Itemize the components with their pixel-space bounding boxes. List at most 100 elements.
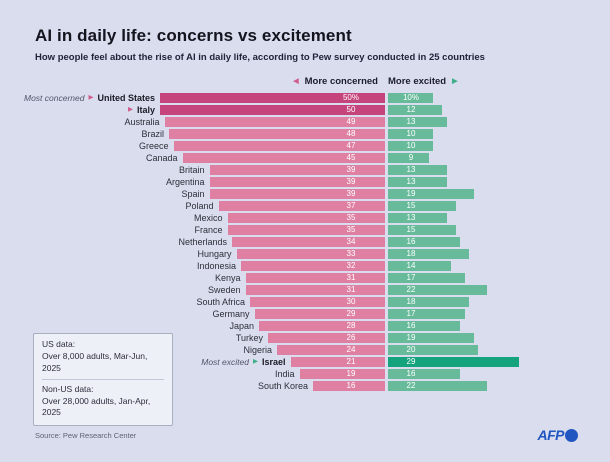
excited-bar: 15 [388, 225, 456, 235]
country-label: Mexico [194, 212, 223, 224]
excited-value: 9 [408, 153, 414, 162]
concerned-bar: 39 [209, 165, 385, 175]
note-divider [42, 378, 164, 380]
row-prefix: Most excited [201, 356, 249, 367]
excited-value: 13 [406, 213, 416, 222]
country-label: Brazil [141, 128, 164, 140]
concerned-value: 35 [346, 213, 356, 222]
concerned-bar: 31 [245, 273, 385, 283]
country-name: Mexico [193, 212, 223, 223]
country-label: Spain [181, 188, 204, 200]
country-label: France [194, 224, 222, 236]
country-label: Germany [212, 308, 249, 320]
note-box: US data: Over 8,000 adults, Mar-Jun, 202… [33, 333, 173, 427]
excited-value: 19 [406, 333, 416, 342]
concerned-value: 49 [346, 117, 356, 126]
chart-row: Kenya 31 17 [0, 272, 610, 284]
concerned-bar: 35 [227, 225, 385, 235]
chart-row: Argentina 39 13 [0, 176, 610, 188]
excited-value: 16 [406, 237, 416, 246]
chart-row: Mexico 35 13 [0, 212, 610, 224]
excited-value: 16 [406, 369, 416, 378]
legend-concerned-label: More concerned [304, 76, 378, 87]
country-name: Australia [124, 116, 160, 127]
country-label: Canada [146, 152, 178, 164]
concerned-value: 30 [346, 297, 356, 306]
concerned-value: 31 [346, 273, 356, 282]
row-arrow-icon: ▶ [127, 105, 133, 113]
country-label: Indonesia [197, 260, 236, 272]
excited-value: 20 [406, 345, 416, 354]
note-non-us-text: Over 28,000 adults, Jan-Apr, 2025 [42, 395, 151, 418]
excited-bar: 9 [388, 153, 429, 163]
legend-excited-label: More excited [388, 76, 447, 87]
concerned-bar: 29 [254, 309, 385, 319]
chart: Most concerned ▶ United States 50% 10% ▶ Italy… [0, 92, 610, 392]
excited-value: 18 [406, 297, 416, 306]
country-label: Poland [185, 200, 213, 212]
chart-row: Japan 28 16 [0, 320, 610, 332]
country-name: United States [97, 92, 155, 103]
chart-row: Most concerned ▶ United States 50% 10% [0, 92, 610, 104]
concerned-bar: 39 [209, 177, 385, 187]
page-subtitle: How people feel about the rise of AI in … [35, 52, 485, 63]
concerned-bar: 45 [182, 153, 385, 163]
chart-row: Britain 39 13 [0, 164, 610, 176]
row-prefix: Most concerned [24, 92, 85, 103]
concerned-value: 26 [346, 333, 356, 342]
chart-row: Netherlands 34 16 [0, 236, 610, 248]
excited-bar: 13 [388, 165, 447, 175]
concerned-value: 32 [346, 261, 356, 270]
excited-bar: 16 [388, 237, 460, 247]
excited-bar: 16 [388, 321, 460, 331]
concerned-bar: 50% [160, 93, 385, 103]
right-triangle-icon: ▶ [452, 78, 458, 85]
concerned-bar: 19 [299, 369, 385, 379]
concerned-value: 45 [346, 153, 356, 162]
concerned-value: 24 [346, 345, 356, 354]
country-label: ▶ Italy [128, 104, 155, 116]
excited-value: 18 [406, 249, 416, 258]
left-triangle-icon: ◀ [293, 78, 299, 85]
chart-row: Sweden 31 22 [0, 284, 610, 296]
country-name: Sweden [207, 284, 241, 295]
country-label: Hungary [197, 248, 231, 260]
concerned-value: 47 [346, 141, 356, 150]
concerned-bar: 49 [164, 117, 385, 127]
excited-value: 16 [406, 321, 416, 330]
chart-row: India 19 16 [0, 368, 610, 380]
concerned-bar: 47 [173, 141, 385, 151]
excited-bar: 29 [388, 357, 519, 367]
excited-bar: 16 [388, 369, 460, 379]
concerned-value: 34 [346, 237, 356, 246]
concerned-value: 50 [346, 105, 356, 114]
country-label: Australia [124, 116, 159, 128]
concerned-bar: 28 [259, 321, 385, 331]
excited-value: 13 [406, 117, 416, 126]
country-name: Nigeria [243, 344, 272, 355]
excited-bar: 13 [388, 213, 447, 223]
concerned-value: 39 [346, 177, 356, 186]
excited-bar: 18 [388, 297, 469, 307]
concerned-bar: 37 [218, 201, 385, 211]
legend-excited: More excited ▶ [388, 76, 457, 87]
concerned-value: 33 [346, 249, 356, 258]
excited-bar: 19 [388, 189, 474, 199]
excited-value: 10 [406, 141, 416, 150]
row-arrow-icon: ▶ [252, 357, 258, 365]
excited-bar: 13 [388, 177, 447, 187]
excited-bar: 17 [388, 309, 465, 319]
concerned-bar: 35 [227, 213, 385, 223]
excited-bar: 17 [388, 273, 465, 283]
concerned-bar: 48 [169, 129, 385, 139]
country-name: Italy [136, 104, 155, 115]
chart-row: South Africa 30 18 [0, 296, 610, 308]
concerned-bar: 32 [241, 261, 385, 271]
chart-row: Most excited ▶ Israel 21 29 [0, 356, 610, 368]
chart-row: ▶ Italy 50 12 [0, 104, 610, 116]
country-label: Kenya [215, 272, 241, 284]
excited-bar: 20 [388, 345, 478, 355]
country-name: Kenya [214, 272, 241, 283]
country-name: Brazil [141, 128, 164, 139]
